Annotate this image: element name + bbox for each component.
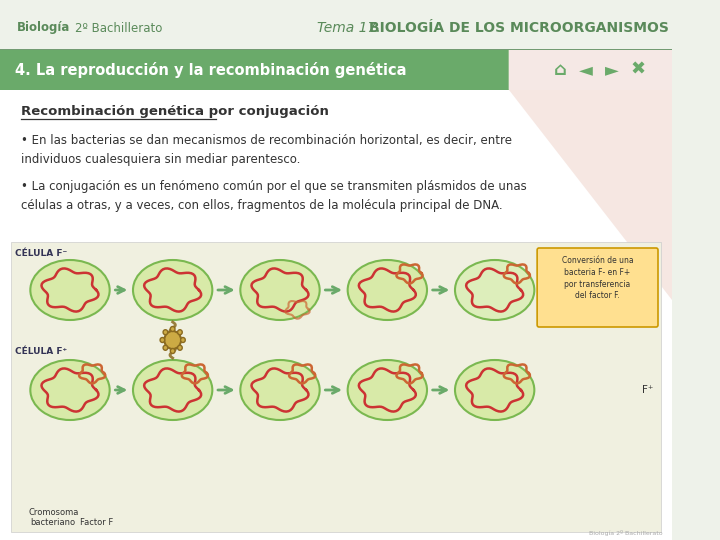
Ellipse shape [178, 345, 182, 350]
Ellipse shape [164, 331, 181, 349]
Polygon shape [508, 90, 672, 300]
Ellipse shape [133, 260, 212, 320]
Ellipse shape [240, 360, 320, 420]
Ellipse shape [178, 330, 182, 335]
Ellipse shape [455, 260, 534, 320]
Ellipse shape [133, 360, 212, 420]
FancyBboxPatch shape [12, 242, 661, 532]
Text: • En las bacterias se dan mecanismos de recombinación horizontal, es decir, entr: • En las bacterias se dan mecanismos de … [21, 134, 511, 166]
FancyBboxPatch shape [508, 50, 672, 90]
FancyBboxPatch shape [0, 90, 672, 540]
Ellipse shape [160, 338, 165, 342]
Text: ►: ► [606, 61, 619, 79]
Ellipse shape [181, 338, 185, 342]
Ellipse shape [171, 348, 175, 354]
Ellipse shape [30, 260, 109, 320]
Text: Factor F: Factor F [79, 518, 113, 527]
Text: • La conjugación es un fenómeno común por el que se transmiten plásmidos de unas: • La conjugación es un fenómeno común po… [21, 180, 526, 212]
FancyBboxPatch shape [0, 50, 508, 90]
Ellipse shape [240, 260, 320, 320]
Text: ◄: ◄ [579, 61, 593, 79]
Text: CÉLULA F⁺: CÉLULA F⁺ [15, 348, 67, 356]
Ellipse shape [348, 360, 427, 420]
Text: CÉLULA F⁻: CÉLULA F⁻ [15, 249, 67, 259]
Text: F⁺: F⁺ [642, 285, 653, 295]
Text: Biología: Biología [17, 22, 70, 35]
Polygon shape [508, 50, 546, 90]
FancyBboxPatch shape [0, 0, 672, 50]
Text: Recombinación genética por conjugación: Recombinación genética por conjugación [21, 105, 328, 118]
Ellipse shape [455, 360, 534, 420]
Text: Cromosoma
bacteriano: Cromosoma bacteriano [28, 508, 78, 527]
Ellipse shape [163, 345, 168, 350]
Ellipse shape [163, 330, 168, 335]
FancyBboxPatch shape [537, 248, 658, 327]
Ellipse shape [171, 327, 175, 332]
Text: ✖: ✖ [631, 61, 646, 79]
Text: F⁺: F⁺ [642, 385, 653, 395]
Ellipse shape [348, 260, 427, 320]
Text: ⌂: ⌂ [554, 61, 567, 79]
Text: Tema 17.: Tema 17. [318, 21, 385, 35]
Ellipse shape [30, 360, 109, 420]
Text: Biología 2º Bachillerato: Biología 2º Bachillerato [589, 530, 662, 536]
Text: Conversión de una
bacteria F- en F+
por transferencia
del factor F.: Conversión de una bacteria F- en F+ por … [562, 256, 634, 300]
Text: 2º Bachillerato: 2º Bachillerato [75, 22, 162, 35]
Text: BIOLOGÍA DE LOS MICROORGANISMOS: BIOLOGÍA DE LOS MICROORGANISMOS [369, 21, 669, 35]
Text: 4. La reproducción y la recombinación genética: 4. La reproducción y la recombinación ge… [15, 62, 406, 78]
